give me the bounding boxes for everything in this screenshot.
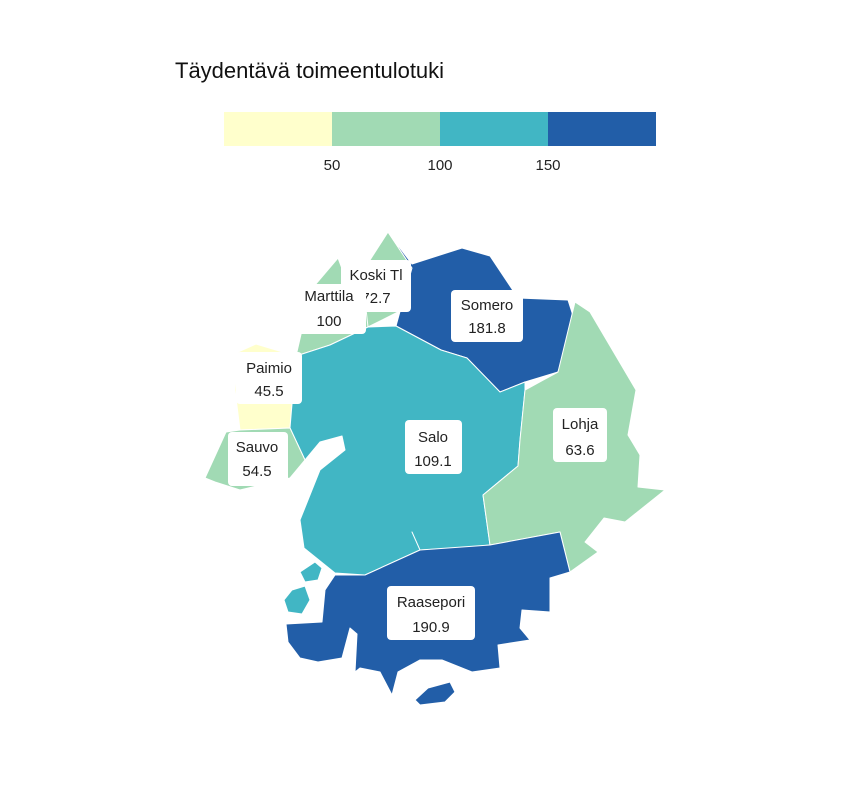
label-paimio-value: 45.5: [254, 383, 283, 400]
region-labels: Koski Tl 72.7 Marttila 100 Somero 181.8 …: [228, 260, 607, 640]
legend-swatch-1: [224, 112, 332, 146]
region-salo-island: [299, 561, 323, 583]
label-somero-name: Somero: [461, 297, 514, 314]
label-marttila-name: Marttila: [304, 288, 354, 305]
label-sauvo-value: 54.5: [242, 463, 271, 480]
label-somero: Somero 181.8: [451, 290, 523, 342]
label-lohja-value: 63.6: [565, 442, 594, 459]
label-sauvo-name: Sauvo: [236, 439, 279, 456]
label-salo-name: Salo: [418, 429, 448, 446]
label-raasepori-name: Raasepori: [397, 594, 465, 611]
legend-swatch-4: [548, 112, 656, 146]
label-koski-tl-name: Koski Tl: [349, 267, 402, 284]
label-paimio-name: Paimio: [246, 360, 292, 377]
label-somero-value: 181.8: [468, 320, 506, 337]
label-sauvo: Sauvo 54.5: [228, 432, 288, 486]
label-koski-tl-value: 72.7: [361, 290, 390, 307]
legend: 50 100 150: [224, 112, 656, 174]
legend-tick-150: 150: [535, 157, 560, 174]
label-raasepori: Raasepori 190.9: [387, 586, 475, 640]
label-salo: Salo 109.1: [405, 420, 462, 474]
region-salo-island: [283, 585, 311, 615]
label-lohja: Lohja 63.6: [553, 408, 607, 462]
label-lohja-name: Lohja: [562, 416, 599, 433]
label-raasepori-value: 190.9: [412, 619, 450, 636]
label-salo-value: 109.1: [414, 453, 452, 470]
label-paimio: Paimio 45.5: [236, 352, 302, 404]
map-title: Täydentävä toimeentulotuki: [175, 58, 444, 83]
legend-tick-100: 100: [427, 157, 452, 174]
legend-swatch-2: [332, 112, 440, 146]
label-marttila-value: 100: [316, 313, 341, 330]
legend-swatch-3: [440, 112, 548, 146]
label-marttila: Marttila 100: [294, 284, 366, 334]
legend-tick-50: 50: [324, 157, 341, 174]
